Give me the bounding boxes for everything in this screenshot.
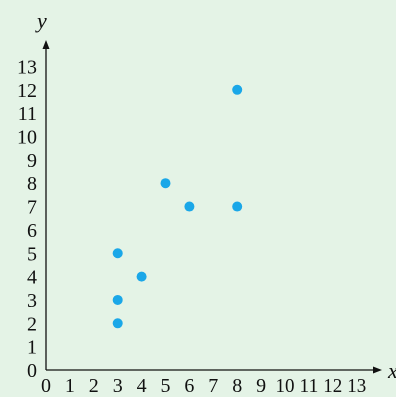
y-tick-label: 12 — [17, 80, 37, 102]
data-points — [112, 84, 243, 329]
x-tick-label: 12 — [323, 375, 342, 397]
axes: x y — [35, 8, 396, 383]
x-tick-labels: 0 1 2 3 4 5 6 7 8 9 10 11 12 13 — [41, 375, 366, 397]
y-tick-label: 11 — [18, 103, 37, 125]
y-tick-label: 8 — [27, 173, 37, 195]
scatter-point — [232, 201, 243, 212]
y-axis-label: y — [35, 8, 47, 33]
y-tick-label: 1 — [27, 337, 37, 359]
x-tick-label: 0 — [41, 375, 51, 397]
y-axis-arrowhead — [42, 40, 50, 49]
y-tick-label: 10 — [17, 127, 37, 149]
x-tick-label: 6 — [184, 375, 194, 397]
y-tick-label: 6 — [27, 220, 37, 242]
y-tick-label: 5 — [27, 243, 37, 265]
x-axis-arrowhead — [373, 366, 382, 374]
x-tick-label: 2 — [89, 375, 99, 397]
x-tick-label: 7 — [208, 375, 218, 397]
y-tick-label: 0 — [27, 360, 37, 382]
x-tick-label: 1 — [65, 375, 75, 397]
x-tick-label: 10 — [276, 375, 295, 397]
y-tick-label: 13 — [17, 56, 37, 78]
x-tick-label: 4 — [137, 375, 147, 397]
x-axis-label: x — [387, 358, 396, 383]
y-tick-label: 9 — [27, 150, 37, 172]
scatter-point — [136, 271, 147, 282]
scatter-point — [112, 318, 123, 329]
x-tick-label: 11 — [299, 375, 318, 397]
scatter-point — [184, 201, 195, 212]
scatter-point — [232, 84, 243, 95]
scatter-point — [112, 248, 123, 259]
y-tick-label: 4 — [27, 267, 37, 289]
y-tick-label: 2 — [27, 313, 37, 335]
x-tick-label: 5 — [161, 375, 171, 397]
y-tick-label: 3 — [27, 290, 37, 312]
scatter-point — [160, 178, 171, 189]
x-tick-label: 9 — [256, 375, 266, 397]
x-tick-label: 13 — [347, 375, 366, 397]
x-tick-label: 3 — [113, 375, 123, 397]
x-tick-label: 8 — [232, 375, 242, 397]
y-tick-label: 7 — [27, 197, 37, 219]
scatter-point — [112, 294, 123, 305]
